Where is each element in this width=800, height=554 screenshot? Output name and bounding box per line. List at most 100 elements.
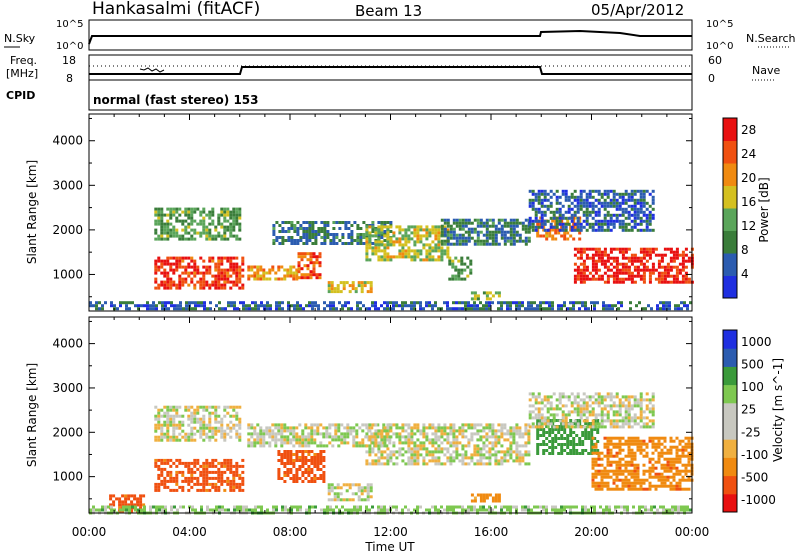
power-region-1	[154, 256, 245, 290]
noise-left-tick-bottom: 10^0	[56, 41, 83, 52]
colorbar-cell-0-0	[723, 275, 737, 299]
freq-tick-top: 18	[62, 54, 76, 67]
date-title: 05/Apr/2012	[591, 1, 684, 19]
xtick-label-2: 08:00	[273, 525, 308, 539]
velocity-region-10	[528, 392, 655, 429]
power-colorbar-label: Power [dB]	[757, 177, 771, 242]
velocity-data-layer	[89, 392, 694, 515]
colorbar-cell-1-8	[723, 348, 737, 367]
noise-sky-trace	[88, 29, 692, 45]
velocity-cbar-tick-0: 1000	[741, 335, 772, 349]
cpid-panel: CPID normal (fast stereo) 153	[6, 79, 693, 111]
velocity-region-4	[277, 450, 326, 483]
colorbar-cell-0-5	[723, 163, 737, 186]
freq-panel: Freq. [MHz] 18 8 60 0 Nave	[6, 54, 780, 85]
ytick-label-1-2: 3000	[52, 381, 83, 395]
velocity-region-6	[365, 423, 531, 466]
time-axis-label: Time UT	[364, 540, 415, 554]
freq-noise	[139, 67, 165, 73]
power-region-7	[440, 218, 531, 246]
power-cbar-tick-5: 24	[741, 147, 756, 161]
xtick-label-6: 00:00	[675, 525, 710, 539]
ytick-label-0-3: 4000	[52, 134, 83, 148]
velocity-panel: 1000 2000 3000 4000 Slant Range [km] 1000 50…	[25, 316, 785, 515]
colorbar-cell-0-2	[723, 230, 737, 254]
velocity-region-9	[591, 436, 694, 491]
velocity-region-7	[470, 493, 501, 503]
ytick-label-1-0: 1000	[52, 470, 83, 484]
power-region-11	[573, 247, 694, 284]
velocity-y-axis: 1000 2000 3000 4000	[52, 320, 692, 500]
velocity-region-3	[247, 423, 392, 448]
power-cbar-tick-3: 16	[741, 195, 756, 209]
velocity-region-5	[327, 483, 373, 502]
colorbar-cell-1-6	[723, 384, 737, 404]
power-region-2	[247, 265, 299, 281]
velocity-colorbar: 1000 500 100 25 -25 -100 -500 -1000	[722, 329, 776, 513]
velocity-ylabel: Slant Range [km]	[25, 363, 39, 467]
colorbar-cell-0-3	[723, 208, 737, 231]
nave-tick-bottom: 0	[708, 72, 715, 85]
ytick-label-1-3: 4000	[52, 337, 83, 351]
ytick-label-1-1: 2000	[52, 425, 83, 439]
colorbar-cell-1-3	[723, 439, 737, 458]
cpid-text: normal (fast stereo) 153	[93, 93, 259, 107]
velocity-cbar-tick-2: 100	[741, 380, 764, 394]
power-panel: 1000 2000 3000 4000 Slant Range [km] 4 8 12 16…	[25, 113, 771, 312]
velocity-region-8	[536, 419, 600, 455]
power-region-12	[528, 189, 655, 232]
colorbar-cell-1-7	[723, 366, 737, 386]
colorbar-cell-1-1	[723, 475, 737, 495]
noise-left-tick-top: 10^5	[56, 19, 83, 30]
cpid-label: CPID	[6, 89, 35, 102]
power-region-13	[89, 301, 692, 311]
colorbar-cell-0-1	[723, 253, 737, 276]
colorbar-cell-1-9	[723, 330, 737, 349]
velocity-cbar-tick-7: -1000	[741, 493, 776, 507]
velocity-cbar-tick-1: 500	[741, 358, 764, 372]
ytick-label-0-0: 1000	[52, 267, 83, 281]
power-y-axis: 1000 2000 3000 4000	[52, 117, 692, 298]
xtick-label-0: 00:00	[72, 525, 107, 539]
noise-panel: N.Sky 10^5 10^0 10^5 10^0 N.Search	[4, 19, 796, 52]
nave-tick-top: 60	[708, 54, 722, 67]
power-cbar-tick-4: 20	[741, 171, 756, 185]
freq-label-line1: Freq.	[10, 54, 37, 67]
time-axis: 00:00 04:00 08:00 12:00 16:00 20:00 00:00	[72, 114, 710, 539]
xtick-label-4: 16:00	[474, 525, 509, 539]
power-cbar-tick-6: 28	[741, 123, 756, 137]
velocity-region-1	[154, 458, 245, 492]
colorbar-cell-1-5	[723, 402, 737, 422]
colorbar-frame-1	[722, 329, 738, 513]
noise-sky-label: N.Sky	[4, 32, 36, 45]
velocity-cbar-tick-6: -500	[741, 470, 768, 484]
colorbar-cell-1-4	[723, 421, 737, 440]
noise-right-tick-bottom: 10^0	[706, 41, 733, 52]
power-cbar-tick-2: 12	[741, 219, 756, 233]
ytick-label-0-2: 3000	[52, 178, 83, 192]
velocity-cbar-tick-4: -25	[741, 425, 761, 439]
power-region-6	[365, 225, 450, 262]
noise-search-label: N.Search	[746, 32, 796, 45]
freq-tick-bottom: 8	[66, 72, 73, 85]
noise-right-tick-top: 10^5	[706, 19, 733, 30]
xtick-label-3: 12:00	[373, 525, 408, 539]
colorbar-cell-1-2	[723, 457, 737, 477]
xtick-label-5: 20:00	[574, 525, 609, 539]
velocity-cbar-tick-5: -100	[741, 448, 768, 462]
colorbar-cell-0-7	[723, 118, 737, 141]
xtick-label-1: 04:00	[172, 525, 207, 539]
power-colorbar: 4 8 12 16 20 24 28	[722, 117, 756, 299]
colorbar-cell-0-4	[723, 185, 737, 209]
power-ylabel: Slant Range [km]	[25, 160, 39, 264]
power-region-8	[448, 256, 473, 281]
colorbar-frame-0	[722, 117, 738, 299]
velocity-cbar-tick-3: 25	[741, 403, 756, 417]
nave-label: Nave	[752, 64, 780, 77]
power-cbar-tick-0: 4	[741, 267, 749, 281]
colorbar-cell-1-0	[723, 493, 737, 513]
power-region-0	[154, 207, 242, 241]
power-cbar-tick-1: 8	[741, 243, 749, 257]
power-region-9	[470, 291, 501, 301]
